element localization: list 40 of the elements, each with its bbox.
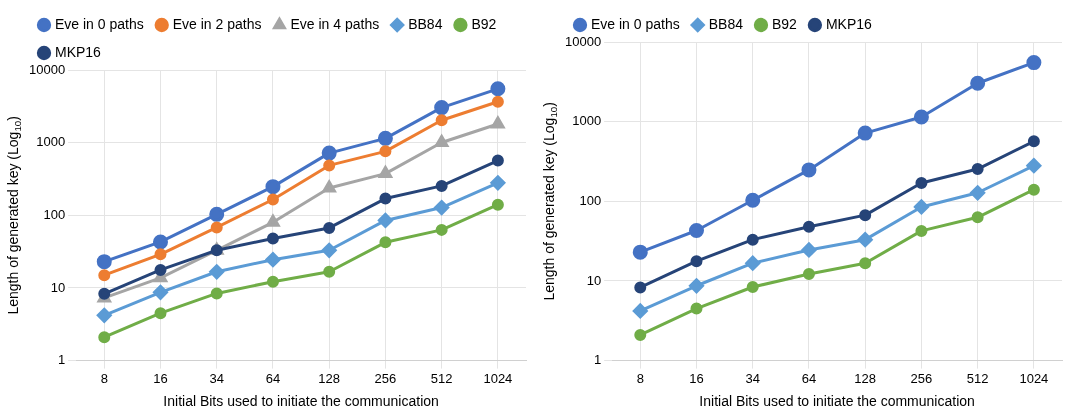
- y-tick-label: 1000: [572, 113, 602, 129]
- x-tick-label: 16: [153, 370, 168, 386]
- x-tick-label: 16: [689, 370, 704, 386]
- x-tick-label: 8: [100, 370, 108, 386]
- x-tick-label: 8: [636, 370, 644, 386]
- x-tick-label: 64: [265, 370, 281, 386]
- y-tick-label: 10: [586, 272, 602, 288]
- y-tick-label: 1: [57, 352, 66, 368]
- legend-label: Eve in 0 paths: [55, 15, 144, 32]
- y-tick-label: 100: [43, 206, 66, 222]
- x-tick-label: 1024: [1019, 370, 1049, 386]
- y-tick-label: 1: [593, 352, 602, 368]
- y-tick-label: 10000: [564, 33, 602, 49]
- legend-label: BB84: [408, 15, 443, 32]
- x-tick-label: 34: [745, 370, 760, 386]
- legend-label: BB84: [708, 15, 744, 32]
- y-tick-label: 10000: [28, 61, 66, 77]
- x-tick-label: 256: [910, 370, 933, 386]
- legend-label: Eve in 4 paths: [290, 15, 380, 32]
- x-tick-label: 34: [209, 370, 224, 386]
- x-tick-label: 512: [430, 370, 453, 386]
- x-tick-label: 1024: [483, 370, 513, 386]
- legend-label: B92: [471, 15, 497, 32]
- legend-label: MKP16: [55, 43, 102, 60]
- y-axis-title: Length of generated key (Log10): [540, 102, 559, 301]
- x-tick-label: 256: [374, 370, 397, 386]
- legend-label: MKP16: [825, 15, 873, 32]
- x-tick-label: 128: [318, 370, 341, 386]
- x-tick-label: 512: [966, 370, 989, 386]
- y-tick-label: 100: [579, 192, 602, 208]
- x-axis-title: Initial Bits used to initiate the communication: [163, 393, 439, 410]
- x-tick-label: 64: [801, 370, 817, 386]
- y-tick-label: 1000: [36, 134, 66, 150]
- x-axis-title: Initial Bits used to initiate the communication: [699, 393, 975, 410]
- x-tick-label: 128: [854, 370, 877, 386]
- legend-label: Eve in 2 paths: [172, 15, 262, 32]
- legend-label: B92: [771, 15, 798, 32]
- y-tick-label: 10: [50, 279, 66, 295]
- legend-label: Eve in 0 paths: [591, 15, 680, 32]
- y-axis-title: Length of generated key (Log10): [4, 116, 23, 315]
